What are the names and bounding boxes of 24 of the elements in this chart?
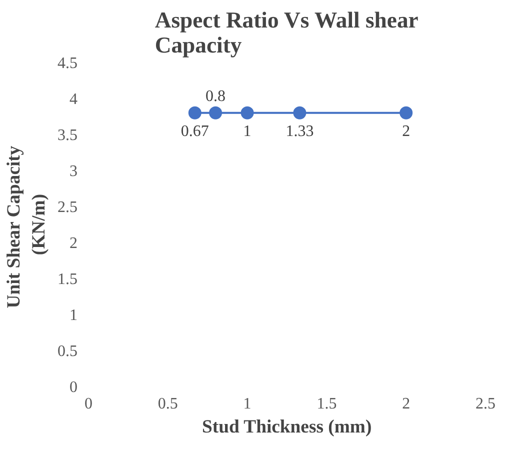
- x-tick-label: 2.5: [476, 396, 496, 412]
- annotation: 1.33: [286, 122, 314, 140]
- x-tick-label: 0.5: [158, 396, 178, 412]
- y-tick-label: 3.5: [58, 127, 78, 144]
- y-tick-label: 4: [70, 91, 78, 108]
- x-tick-label: 1: [243, 396, 252, 412]
- x-tick-label: 0: [84, 396, 92, 412]
- x-tick-label: 1.5: [316, 396, 337, 412]
- y-tick-label: 0: [70, 379, 78, 396]
- x-tick-label: 2: [402, 396, 410, 412]
- y-tick-label: 1: [70, 307, 78, 324]
- annotation: 2: [402, 122, 410, 140]
- y-tick-label: 0.5: [58, 343, 78, 360]
- annotation: 0.67: [180, 122, 209, 140]
- y-tick-label: 4.5: [58, 55, 78, 72]
- y-tick-label: 2: [70, 235, 78, 252]
- y-tick-label: 2.5: [58, 199, 78, 216]
- y-tick-label: 3: [70, 163, 78, 180]
- y-tick-label: 1.5: [58, 271, 78, 288]
- annotation: 0.8: [206, 88, 226, 105]
- y-axis-title: Unit Shear Capacity (KN/m): [3, 145, 50, 308]
- x-axis-title: Stud Thickness (mm): [202, 416, 372, 438]
- chart-title: Aspect Ratio Vs Wall shear Capacity: [154, 8, 418, 58]
- annotation: 1: [243, 122, 252, 140]
